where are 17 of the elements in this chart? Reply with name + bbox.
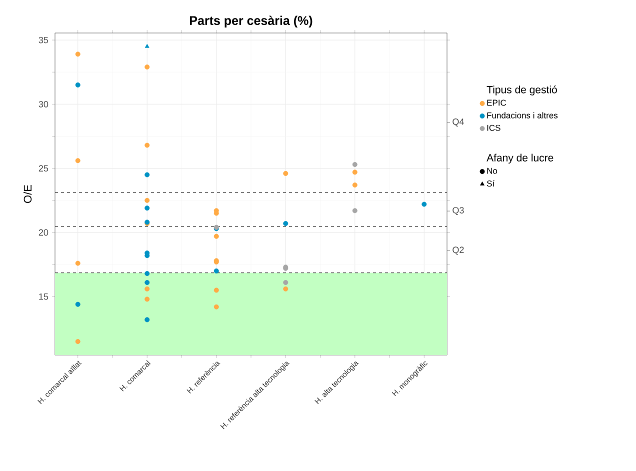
y-tick-label: 30 (38, 101, 48, 108)
text: Q3 (452, 207, 464, 216)
legend-label: EPIC (487, 100, 506, 106)
y-tick-label: 35 (38, 36, 48, 44)
legend-title: Tipus de gestió (486, 85, 557, 96)
legend-label: ICS (487, 124, 500, 131)
y-tick-label: 20 (38, 229, 48, 236)
legend-label: Sí (486, 180, 495, 187)
y-axis-title: O/E (24, 185, 32, 203)
text: Afany de lucre (486, 154, 554, 164)
text: Q4 (452, 118, 464, 126)
y-tick-label: 25 (38, 165, 48, 172)
legend-label: Fundacions i altres (487, 112, 558, 118)
y-tick-label: 15 (39, 293, 48, 300)
text: Q2 (452, 246, 464, 255)
legend-label: No (487, 168, 498, 174)
chart-title: Parts per cesària (%) (190, 16, 312, 28)
